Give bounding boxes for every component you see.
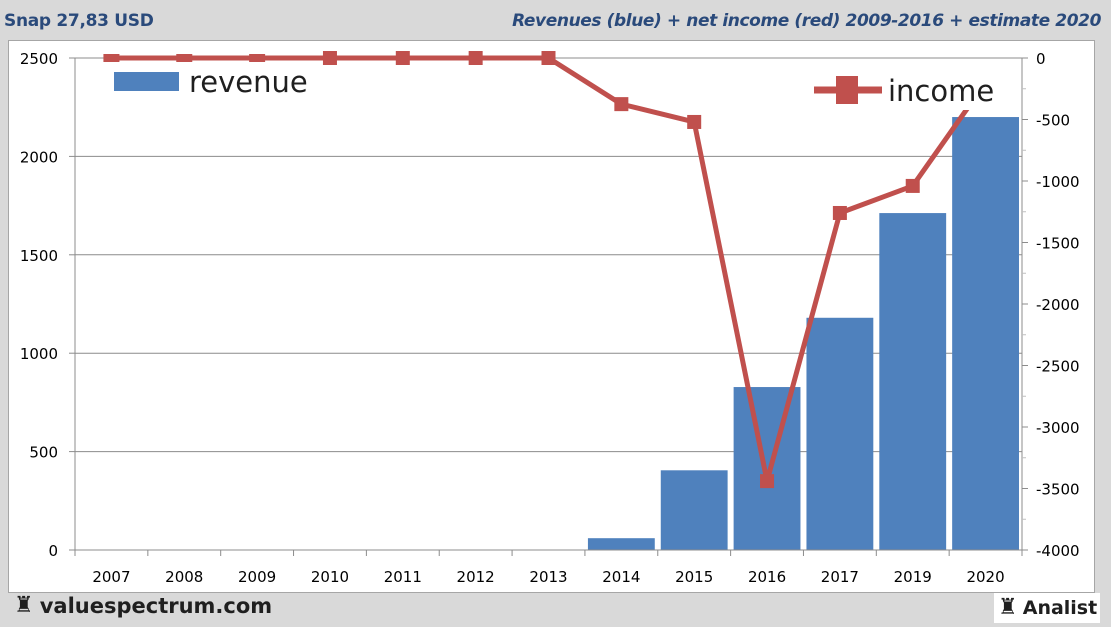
right-tick-label: -4000 <box>1036 542 1080 560</box>
site-name: valuespectrum.com <box>39 594 273 618</box>
income-marker <box>614 97 629 112</box>
left-axis-ticks: 0 500 1000 1500 2000 2500 <box>20 50 75 560</box>
right-tick-label: -2000 <box>1036 296 1080 314</box>
income-marker <box>395 51 410 65</box>
x-tick-label: 2013 <box>529 568 567 586</box>
revenue-bar <box>733 387 801 550</box>
x-tick-label: 2012 <box>457 568 495 586</box>
income-marker <box>249 54 266 62</box>
x-tick-label: 2015 <box>675 568 713 586</box>
revenue-bars <box>587 117 1019 550</box>
revenue-bar <box>660 470 728 550</box>
right-tick-label: 0 <box>1036 50 1046 68</box>
site-watermark: ♜ valuespectrum.com <box>14 594 272 618</box>
legend-income-label: income <box>888 74 994 108</box>
x-tick-label: 2011 <box>384 568 422 586</box>
left-tick-label: 0 <box>48 542 58 560</box>
brand-name: Analist <box>1022 597 1098 619</box>
right-tick-label: -1000 <box>1036 173 1080 191</box>
revenue-bar <box>587 538 655 550</box>
x-tick-label: 2019 <box>894 568 932 586</box>
x-axis-ticks: 2007 2008 2009 2010 2011 2012 2013 2014 2015 2016… <box>74 550 1023 586</box>
rook-chess-icon: ♜ <box>14 593 34 618</box>
right-tick-label: -3000 <box>1036 419 1080 437</box>
income-marker <box>760 474 775 489</box>
revenue-bar <box>879 213 947 550</box>
income-marker <box>468 51 483 65</box>
income-marker <box>322 51 337 65</box>
legend-revenue-swatch <box>114 72 179 91</box>
legend: revenue income <box>114 65 994 110</box>
right-tick-label: -1500 <box>1036 235 1080 253</box>
x-tick-label: 2016 <box>748 568 786 586</box>
chart-ticker-price: Snap 27,83 USD <box>4 11 154 31</box>
income-marker <box>687 114 702 129</box>
left-tick-label: 1000 <box>20 345 58 363</box>
income-line <box>103 51 988 489</box>
left-tick-label: 1500 <box>20 247 58 265</box>
income-marker <box>832 205 847 220</box>
revenue-bar <box>806 317 874 550</box>
income-marker <box>541 51 556 65</box>
x-tick-label: 2008 <box>165 568 203 586</box>
x-tick-label: 2007 <box>92 568 130 586</box>
left-tick-label: 2500 <box>20 50 58 68</box>
right-axis-ticks: -4000 -3500 -3000 -2500 -2000 -1500 -1000 -500 0 <box>1022 50 1080 560</box>
legend-income: income <box>808 70 994 110</box>
chart-title: Revenues (blue) + net income (red) 2009-… <box>512 11 1101 31</box>
left-tick-label: 2000 <box>20 148 58 166</box>
right-tick-label: -2500 <box>1036 358 1080 376</box>
brand-watermark: ♜ Analist <box>994 593 1100 623</box>
legend-income-marker <box>836 76 858 104</box>
x-tick-label: 2010 <box>311 568 349 586</box>
income-marker <box>176 54 193 62</box>
revenue-bar <box>952 117 1019 550</box>
income-marker <box>905 178 920 193</box>
x-tick-label: 2009 <box>238 568 276 586</box>
legend-revenue: revenue <box>114 65 308 99</box>
rook-chess-icon: ♜ <box>998 595 1018 620</box>
right-tick-label: -500 <box>1036 112 1070 130</box>
x-tick-label: 2014 <box>602 568 640 586</box>
x-tick-label: 2017 <box>821 568 859 586</box>
right-tick-label: -3500 <box>1036 481 1080 499</box>
x-tick-label: 2020 <box>966 568 1004 586</box>
left-tick-label: 500 <box>29 444 58 462</box>
income-marker <box>103 54 120 62</box>
legend-revenue-label: revenue <box>189 65 308 99</box>
